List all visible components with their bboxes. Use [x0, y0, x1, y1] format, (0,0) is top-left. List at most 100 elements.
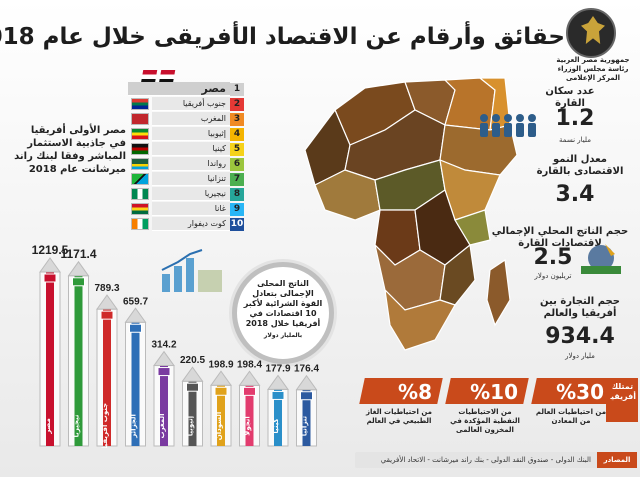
bar-tip [210, 370, 232, 386]
bar-item: 314.2 المغرب [151, 340, 177, 447]
bar-value-label: 198.4 [237, 359, 262, 370]
growth-chart-icon [161, 249, 222, 292]
money-globe-icon [581, 244, 621, 274]
bar-country-label: تنزانيا [301, 415, 309, 436]
sources-label: المصادر [597, 452, 637, 468]
list-item: 3 المغرب [128, 112, 244, 126]
cabinet-logo: جمهورية مصر العربية رئاسة مجلس الوزراء ا… [554, 8, 632, 82]
madagascar-region [486, 258, 511, 327]
bar-stripe [217, 385, 225, 446]
bar-item: 177.9 كينيا [265, 363, 291, 447]
bar-stripe [302, 389, 311, 446]
sources-text: البنك الدولى - صندوق النقد الدولى - بنك … [380, 456, 591, 464]
population-unit: مليار نسمة [559, 136, 591, 144]
flag-icon [243, 386, 256, 396]
bar-stripe [188, 381, 197, 446]
flag-icon [131, 158, 149, 170]
logo-badge [566, 8, 616, 58]
flag-icon [131, 98, 149, 110]
bar-country-label: نيجيريا [73, 414, 81, 437]
list-item: 9 غانا [128, 202, 244, 216]
bar-tip [124, 307, 147, 323]
list-item: 4 إثيوبيا [128, 127, 244, 141]
bar-stripe [274, 389, 282, 446]
bar-stripe [103, 309, 111, 446]
bar-value-label: 314.2 [151, 340, 176, 351]
flag-icon [131, 143, 149, 155]
bar-country-label: المغرب [158, 413, 166, 438]
list-item: 2 جنوب أفريقيا [128, 97, 244, 111]
bar-stripe [74, 275, 83, 446]
bar-value-label: 220.5 [180, 355, 205, 366]
bar-item: 198.4 أنجولا [237, 359, 262, 447]
gdp-unit: تريليون دولار [534, 272, 572, 280]
map-region [439, 243, 476, 306]
bar-item: 176.4 تنزانيا [294, 364, 319, 447]
flag-icon [43, 273, 57, 283]
bar-tip [181, 366, 204, 382]
bar-country-label: مصر [44, 418, 52, 435]
flag-icon [72, 277, 85, 287]
gdp-label: حجم الناتج المحلي الإجمالي لاقتصادات الق… [491, 226, 629, 249]
flag-icon [131, 113, 149, 125]
flag-icon [214, 386, 228, 396]
trade-label: حجم التجارة بين أفريقيا والعالم [540, 296, 620, 319]
flag-icon [157, 367, 171, 377]
bar-item: 659.7 الجزائر [123, 296, 148, 447]
list-item: 10 كوت ديفوار [128, 217, 244, 231]
sources-bar: المصادر البنك الدولى - صندوق النقد الدول… [355, 452, 637, 468]
population-value: 1.2 [555, 106, 595, 131]
oil-card: %10 من الاحتياطيات النفطية المؤكدة في ال… [444, 378, 529, 448]
bar-tip [238, 370, 261, 386]
gdp-value: 2.5 [533, 245, 573, 270]
list-item: 8 نيجيريا [128, 187, 244, 201]
people-icon [480, 114, 536, 137]
flag-icon [300, 391, 313, 401]
growth-label: معدل النمو الاقتصادى بالقارة [536, 154, 624, 177]
page-title: حقائق وأرقام عن الاقتصاد الأفريقى خلال ع… [0, 24, 565, 50]
bar-tip [295, 374, 318, 391]
bar-item: 1219.5 مصر [32, 243, 69, 447]
bar-country-label: جنوب أفريقيا [100, 403, 109, 448]
bar-item: 1171.4 نيجيريا [60, 247, 97, 447]
gdp-ppp-badge: الناتج المحلى الإجمالى بتعادل القوة الشر… [232, 262, 334, 364]
bar-value-label: 1171.4 [60, 247, 96, 261]
trade-unit: مليار دولار [565, 352, 595, 360]
bar-country-label: السودان [215, 412, 223, 441]
bar-tip [96, 294, 118, 310]
trade-value: 934.4 [545, 324, 615, 349]
bar-stripe [46, 272, 54, 446]
gdp-ppp-caption: الناتج المحلى الإجمالى بتعادل القوة الشر… [243, 279, 323, 339]
list-item: 7 تنزانيا [128, 172, 244, 186]
minerals-card: %30 من احتياطيات العالم من المعادن [530, 378, 615, 448]
flag-icon [131, 188, 149, 200]
flag-icon [131, 173, 149, 185]
investment-ranking: 1 مصر 2 جنوب أفريقيا 3 المغرب 4 إثيوبيا … [128, 82, 244, 234]
bar-stripe [160, 365, 168, 446]
growth-value: 3.4 [555, 182, 595, 207]
bar-tip [67, 260, 90, 277]
logo-caption: جمهورية مصر العربية رئاسة مجلس الوزراء ا… [556, 56, 630, 82]
bar-country-label: أنجولا [243, 416, 252, 436]
bar-stripe [131, 322, 140, 446]
bar-value-label: 789.3 [94, 283, 119, 294]
bar-tip [267, 374, 289, 390]
bar-item: 220.5 إثيوبيا [180, 355, 205, 447]
bar-item: 198.9 السودان [208, 359, 234, 447]
bar-country-label: الجزائر [130, 414, 138, 439]
list-item: 6 رواندا [128, 157, 244, 171]
flag-icon [186, 382, 199, 392]
bar-value-label: 176.4 [294, 364, 319, 375]
map-region [384, 288, 456, 351]
bar-item: 789.3 جنوب أفريقيا [94, 283, 119, 449]
bar-country-label: كينيا [272, 417, 280, 433]
bar-value-label: 659.7 [123, 296, 148, 307]
gas-card: %8 من احتياطيات الغاز الطبيعي في العالم [358, 378, 443, 448]
gdp-bars: 1219.5 مصر 1171.4 نيجيريا 789.3 جنوب أفريقيا 6… [4, 228, 334, 449]
flag-icon [271, 390, 285, 400]
bar-tip [153, 350, 175, 367]
ranking-caption: مصر الأولى أفريقيا في جاذبية الاستثمار ا… [14, 125, 126, 175]
flag-icon [131, 128, 149, 140]
flag-icon [100, 310, 114, 320]
